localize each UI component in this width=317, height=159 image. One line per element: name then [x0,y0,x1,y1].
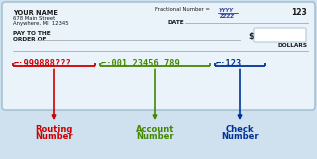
Text: Number: Number [136,132,174,141]
Text: Routing: Routing [35,125,73,134]
FancyBboxPatch shape [254,28,306,42]
Text: ⌐:999888???: ⌐:999888??? [14,59,72,68]
Text: Check: Check [226,125,254,134]
FancyBboxPatch shape [2,2,315,110]
Text: Fractional Number =: Fractional Number = [155,7,211,12]
Text: ⌐:123: ⌐:123 [216,59,242,68]
Text: YYYY: YYYY [219,8,234,13]
Text: Anywhere, MI  12345: Anywhere, MI 12345 [13,21,68,26]
Text: Number: Number [221,132,259,141]
Text: Number: Number [35,132,73,141]
Text: 123: 123 [291,8,307,17]
Text: ORDER OF: ORDER OF [13,37,47,42]
Text: 678 Main Street: 678 Main Street [13,16,55,21]
Text: $: $ [248,32,254,41]
Text: PAY TO THE: PAY TO THE [13,31,51,36]
Text: ⌐:001 23456 789: ⌐:001 23456 789 [101,59,180,68]
Text: DATE: DATE [168,20,185,25]
Text: DOLLARS: DOLLARS [278,43,308,48]
Text: ZZZZ: ZZZZ [219,14,234,18]
Text: Account: Account [136,125,174,134]
Text: YOUR NAME: YOUR NAME [13,10,58,16]
